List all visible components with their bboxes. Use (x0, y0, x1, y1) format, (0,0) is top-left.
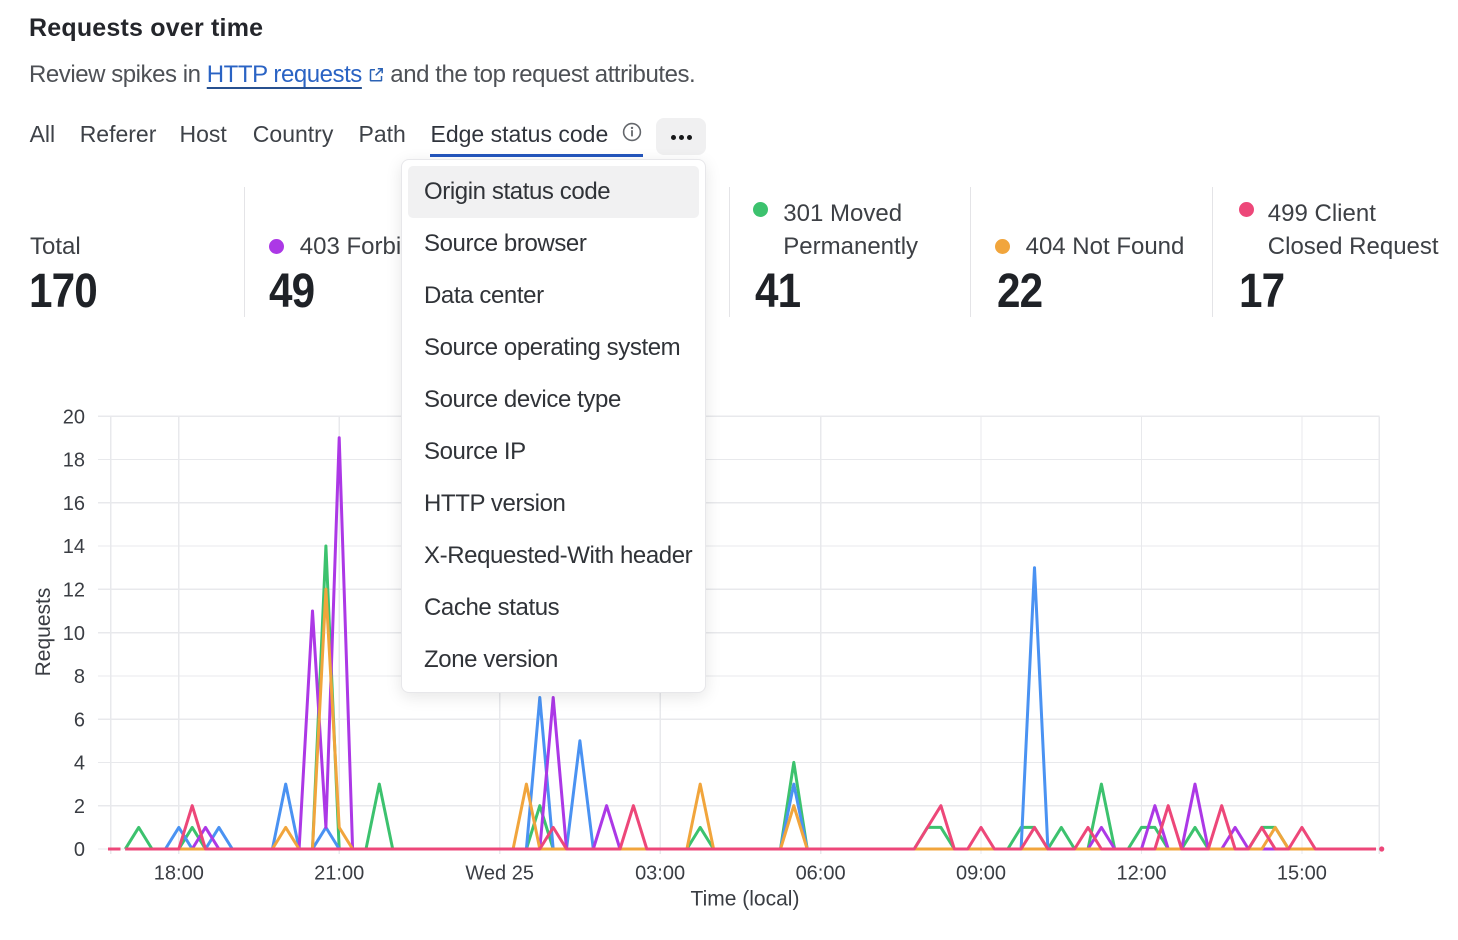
svg-text:0: 0 (74, 839, 85, 861)
svg-text:10: 10 (63, 623, 85, 645)
svg-text:12: 12 (63, 580, 85, 602)
svg-text:12:00: 12:00 (1116, 863, 1166, 885)
svg-text:18:00: 18:00 (154, 863, 204, 885)
svg-text:Time (local): Time (local) (691, 888, 800, 911)
svg-text:09:00: 09:00 (956, 863, 1006, 885)
svg-text:21:00: 21:00 (314, 863, 364, 885)
svg-text:8: 8 (74, 666, 85, 688)
svg-text:03:00: 03:00 (635, 863, 685, 885)
svg-text:06:00: 06:00 (796, 863, 846, 885)
svg-text:16: 16 (63, 493, 85, 515)
svg-text:18: 18 (63, 450, 85, 472)
svg-text:Wed 25: Wed 25 (465, 863, 534, 885)
svg-text:6: 6 (74, 709, 85, 731)
svg-text:15:00: 15:00 (1277, 863, 1327, 885)
svg-text:4: 4 (74, 753, 85, 775)
svg-text:Requests: Requests (32, 588, 55, 677)
svg-text:20: 20 (63, 406, 85, 428)
svg-text:14: 14 (63, 536, 85, 558)
svg-text:2: 2 (74, 796, 85, 818)
